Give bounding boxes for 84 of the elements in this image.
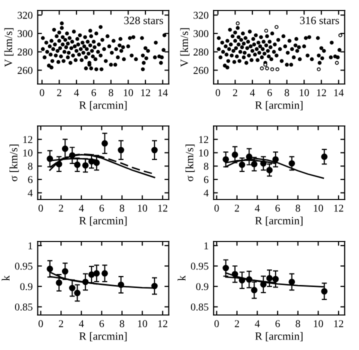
y-tick-label: 320 xyxy=(194,12,208,19)
x-tick-label: 2 xyxy=(58,204,64,212)
x-tick-label: 8 xyxy=(296,320,300,328)
x-tick-label: 6 xyxy=(275,320,280,328)
y-tick-label: 320 xyxy=(18,12,32,19)
y-tick-label: 0.85 xyxy=(15,304,32,311)
x-axis-title: R [arcmin] xyxy=(79,332,127,342)
x-tick-label: 6 xyxy=(275,204,280,212)
x-tick-label: 6 xyxy=(267,89,272,96)
x-tick-label: 2 xyxy=(234,320,239,328)
x-tick-label: 2 xyxy=(58,320,64,328)
y-axis-title: V [km/s] xyxy=(180,28,190,67)
y-tick-label: 260 xyxy=(194,66,208,74)
x-tick-label: 6 xyxy=(100,204,104,212)
y-axis-title: V [km/s] xyxy=(4,28,14,67)
y-tick-label: 0.95 xyxy=(190,262,208,270)
x-tick-label: 6 xyxy=(92,89,96,96)
x-tick-label: 4 xyxy=(74,89,79,96)
x-tick-label: 4 xyxy=(250,89,255,96)
y-tick-label: 10 xyxy=(199,149,208,156)
x-tick-label: 10 xyxy=(300,89,309,96)
x-tick-label: 2 xyxy=(233,89,238,96)
y-tick-label: 0.85 xyxy=(190,304,208,311)
x-tick-label: 0 xyxy=(214,320,219,328)
y-tick-label: 300 xyxy=(194,30,208,38)
x-tick-label: 12 xyxy=(158,204,168,212)
y-tick-label: 8 xyxy=(28,162,32,170)
x-axis-title: R [arcmin] xyxy=(79,216,127,226)
y-tick-label: 260 xyxy=(18,66,32,74)
x-tick-label: 8 xyxy=(284,89,290,96)
x-tick-label: 14 xyxy=(158,89,168,96)
x-tick-label: 12 xyxy=(334,320,344,328)
x-tick-label: 4 xyxy=(78,320,84,328)
x-tick-label: 8 xyxy=(120,204,124,212)
annotation: 316 stars xyxy=(300,16,339,24)
y-axis-title: k xyxy=(2,275,10,281)
x-tick-label: 0 xyxy=(40,89,44,96)
x-tick-label: 4 xyxy=(78,204,84,212)
x-tick-label: 8 xyxy=(296,204,300,212)
y-tick-label: 0.95 xyxy=(15,262,32,270)
y-tick-label: 1 xyxy=(28,242,32,250)
x-tick-label: 6 xyxy=(100,320,104,328)
y-tick-label: 8 xyxy=(204,162,208,170)
y-tick-label: 280 xyxy=(18,48,32,56)
y-tick-label: 12 xyxy=(199,136,208,143)
x-tick-label: 12 xyxy=(141,89,150,96)
x-tick-label: 10 xyxy=(124,89,134,96)
y-axis-title: σ [km/s] xyxy=(10,144,19,182)
x-tick-label: 10 xyxy=(138,320,148,328)
x-tick-label: 4 xyxy=(254,204,260,212)
x-tick-label: 8 xyxy=(108,89,114,96)
x-tick-label: 0 xyxy=(214,204,219,212)
y-tick-label: 280 xyxy=(194,48,208,56)
x-tick-label: 2 xyxy=(57,89,62,96)
x-tick-label: 10 xyxy=(314,320,324,328)
y-tick-label: 300 xyxy=(18,30,32,38)
x-axis-title: R [arcmin] xyxy=(79,101,127,110)
x-axis-title: R [arcmin] xyxy=(255,332,303,342)
x-tick-label: 8 xyxy=(120,320,124,328)
x-tick-label: 4 xyxy=(254,320,260,328)
x-axis-title: R [arcmin] xyxy=(255,101,303,110)
x-tick-label: 10 xyxy=(138,204,148,212)
x-tick-label: 0 xyxy=(38,204,43,212)
y-tick-label: 4 xyxy=(204,190,209,196)
annotation: 328 stars xyxy=(124,16,164,24)
y-tick-label: 4 xyxy=(28,190,33,196)
x-tick-label: 14 xyxy=(334,89,344,96)
x-tick-label: 0 xyxy=(216,89,220,96)
y-axis-title: σ [km/s] xyxy=(185,144,195,182)
x-tick-label: 12 xyxy=(334,204,344,212)
y-tick-label: 10 xyxy=(23,149,32,156)
x-tick-label: 12 xyxy=(158,320,168,328)
x-tick-label: 12 xyxy=(317,89,326,96)
y-tick-label: 6 xyxy=(28,176,33,184)
y-tick-label: 12 xyxy=(23,136,32,143)
y-tick-label: 6 xyxy=(204,176,208,184)
x-tick-label: 10 xyxy=(314,204,324,212)
y-axis-title: k xyxy=(178,275,186,281)
y-tick-label: 0.9 xyxy=(20,283,32,290)
x-axis-title: R [arcmin] xyxy=(255,216,303,226)
y-tick-label: 1 xyxy=(204,242,208,250)
x-tick-label: 0 xyxy=(38,320,43,328)
y-tick-label: 0.9 xyxy=(196,283,208,290)
x-tick-label: 2 xyxy=(234,204,239,212)
